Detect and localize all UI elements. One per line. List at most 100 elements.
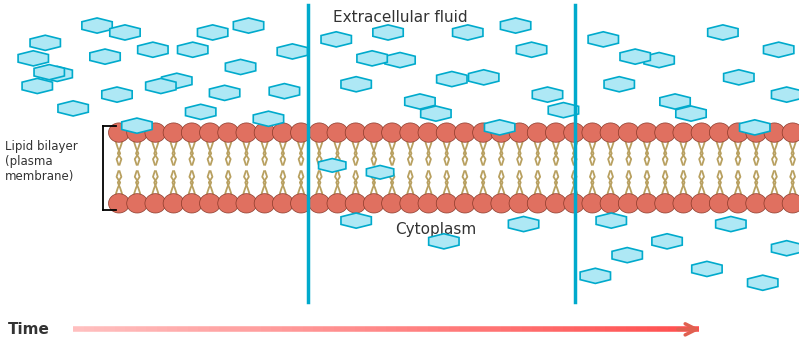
Ellipse shape xyxy=(454,123,475,142)
Ellipse shape xyxy=(654,123,676,142)
Ellipse shape xyxy=(199,194,221,213)
Polygon shape xyxy=(437,71,467,87)
Ellipse shape xyxy=(673,123,694,142)
Polygon shape xyxy=(254,111,284,126)
Polygon shape xyxy=(405,94,435,109)
Ellipse shape xyxy=(509,194,530,213)
Ellipse shape xyxy=(727,194,749,213)
Ellipse shape xyxy=(691,123,712,142)
Polygon shape xyxy=(652,234,682,249)
Ellipse shape xyxy=(710,123,730,142)
Ellipse shape xyxy=(436,194,457,213)
Polygon shape xyxy=(453,25,483,40)
Polygon shape xyxy=(146,78,176,94)
Polygon shape xyxy=(277,44,307,59)
Ellipse shape xyxy=(618,194,639,213)
Polygon shape xyxy=(341,213,371,228)
Ellipse shape xyxy=(418,194,439,213)
Polygon shape xyxy=(138,42,168,57)
Polygon shape xyxy=(318,159,346,172)
Ellipse shape xyxy=(582,194,603,213)
Polygon shape xyxy=(186,104,216,119)
Polygon shape xyxy=(739,120,770,135)
Polygon shape xyxy=(604,77,634,92)
Polygon shape xyxy=(82,18,112,33)
Polygon shape xyxy=(596,213,626,228)
Polygon shape xyxy=(508,216,538,232)
Polygon shape xyxy=(548,103,578,118)
Ellipse shape xyxy=(600,123,621,142)
Polygon shape xyxy=(42,66,72,81)
Ellipse shape xyxy=(254,194,275,213)
Ellipse shape xyxy=(109,194,130,213)
Polygon shape xyxy=(708,25,738,40)
Ellipse shape xyxy=(654,194,676,213)
Ellipse shape xyxy=(382,123,402,142)
Ellipse shape xyxy=(710,194,730,213)
Ellipse shape xyxy=(272,194,294,213)
Ellipse shape xyxy=(346,194,366,213)
Ellipse shape xyxy=(218,123,238,142)
Ellipse shape xyxy=(199,123,221,142)
Ellipse shape xyxy=(764,123,785,142)
Polygon shape xyxy=(22,78,53,94)
Polygon shape xyxy=(501,18,530,33)
Ellipse shape xyxy=(382,194,402,213)
Text: Lipid bilayer
(plasma
membrane): Lipid bilayer (plasma membrane) xyxy=(6,140,78,183)
Ellipse shape xyxy=(473,194,494,213)
Polygon shape xyxy=(198,25,228,40)
Ellipse shape xyxy=(746,194,766,213)
Ellipse shape xyxy=(363,194,384,213)
Ellipse shape xyxy=(491,123,512,142)
Polygon shape xyxy=(30,35,61,50)
Polygon shape xyxy=(366,165,394,179)
Ellipse shape xyxy=(290,123,311,142)
Polygon shape xyxy=(321,32,351,47)
Polygon shape xyxy=(18,51,49,66)
Ellipse shape xyxy=(473,123,494,142)
Ellipse shape xyxy=(218,194,238,213)
Polygon shape xyxy=(485,120,515,135)
Ellipse shape xyxy=(363,123,384,142)
Ellipse shape xyxy=(782,194,800,213)
Ellipse shape xyxy=(564,194,585,213)
Ellipse shape xyxy=(436,123,457,142)
Ellipse shape xyxy=(309,123,330,142)
Ellipse shape xyxy=(400,123,421,142)
Polygon shape xyxy=(580,268,610,283)
Ellipse shape xyxy=(418,123,439,142)
Polygon shape xyxy=(122,118,152,133)
Ellipse shape xyxy=(182,194,202,213)
Polygon shape xyxy=(110,25,140,40)
Polygon shape xyxy=(90,49,120,64)
Ellipse shape xyxy=(527,123,548,142)
Ellipse shape xyxy=(145,194,166,213)
Ellipse shape xyxy=(327,123,348,142)
Polygon shape xyxy=(747,275,778,290)
Polygon shape xyxy=(34,65,65,80)
Polygon shape xyxy=(660,94,690,109)
Polygon shape xyxy=(469,70,499,85)
Ellipse shape xyxy=(327,194,348,213)
Polygon shape xyxy=(588,32,618,47)
Polygon shape xyxy=(210,85,240,101)
Ellipse shape xyxy=(236,123,257,142)
Polygon shape xyxy=(612,247,642,263)
Polygon shape xyxy=(763,42,794,57)
Polygon shape xyxy=(102,87,132,102)
Ellipse shape xyxy=(764,194,785,213)
Ellipse shape xyxy=(564,123,585,142)
Ellipse shape xyxy=(163,123,184,142)
Polygon shape xyxy=(341,77,371,92)
Ellipse shape xyxy=(546,194,566,213)
Polygon shape xyxy=(421,106,451,121)
Polygon shape xyxy=(385,53,415,68)
Polygon shape xyxy=(58,101,88,116)
Ellipse shape xyxy=(126,123,148,142)
Polygon shape xyxy=(620,49,650,64)
Ellipse shape xyxy=(527,194,548,213)
Ellipse shape xyxy=(637,123,658,142)
Polygon shape xyxy=(724,70,754,85)
Polygon shape xyxy=(676,106,706,121)
Ellipse shape xyxy=(400,194,421,213)
